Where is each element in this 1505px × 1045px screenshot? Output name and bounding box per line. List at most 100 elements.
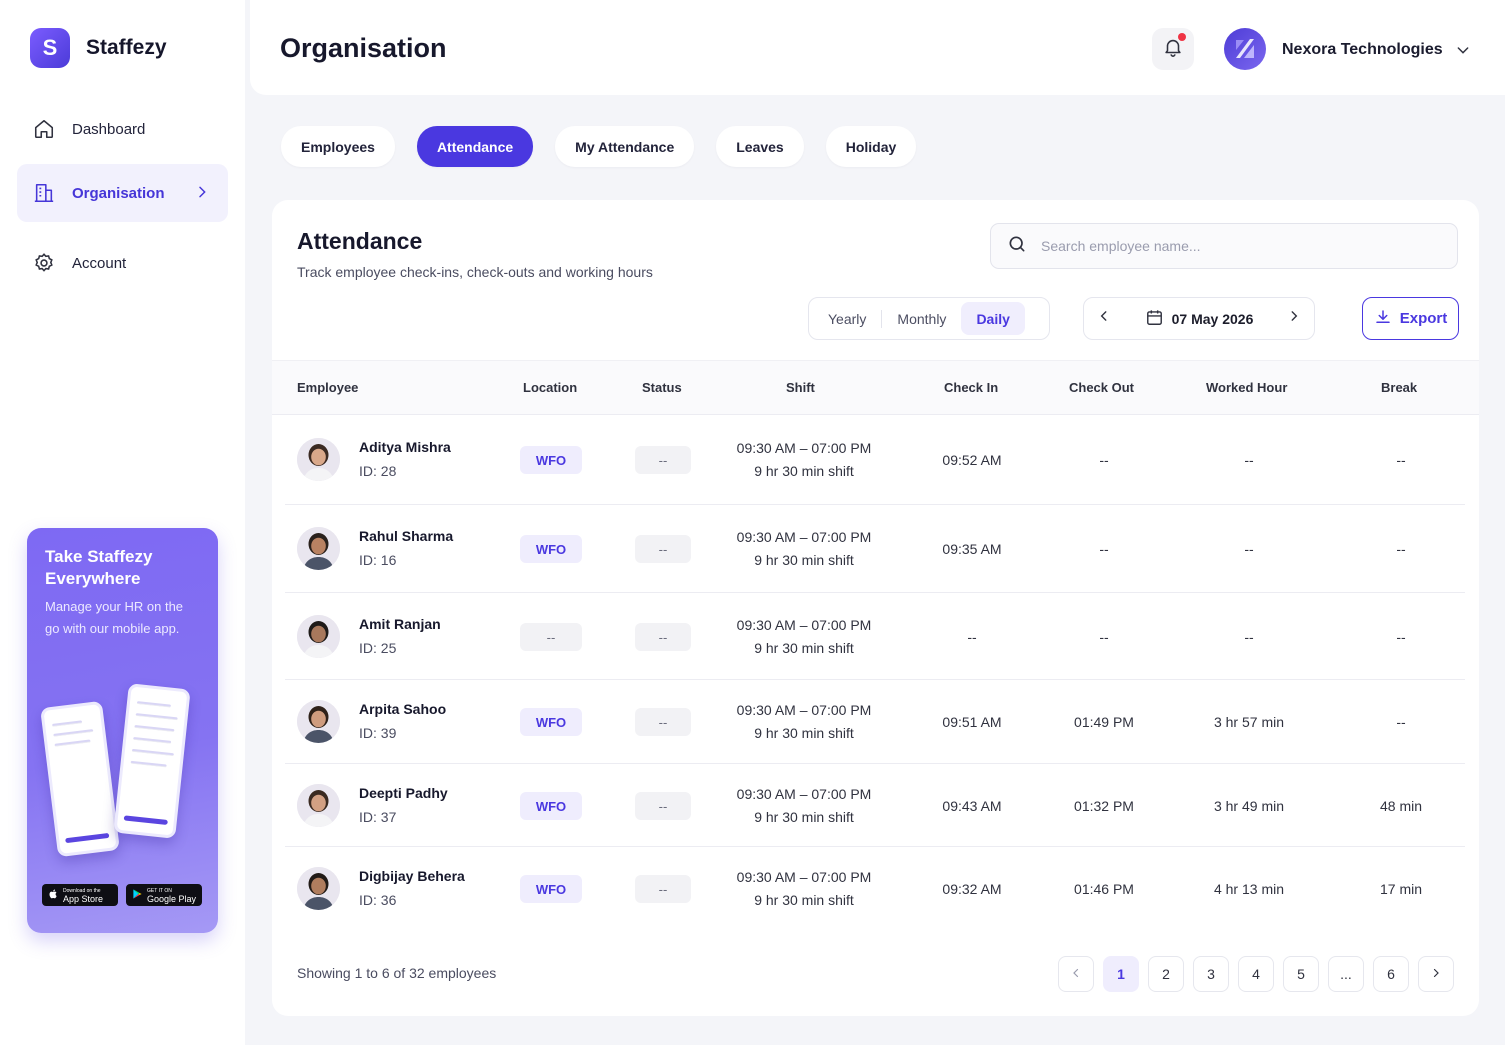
table-row[interactable]: Deepti Padhy ID: 37 WFO -- 09:30 AM – 07…	[285, 764, 1465, 847]
table-row[interactable]: Amit Ranjan ID: 25 -- -- 09:30 AM – 07:0…	[285, 593, 1465, 680]
table-header: Employee Location Status Shift Check In …	[272, 360, 1479, 415]
avatar	[297, 438, 340, 481]
export-button[interactable]: Export	[1362, 297, 1459, 340]
sidebar-item-label: Account	[72, 254, 127, 272]
shift-cell: 09:30 AM – 07:00 PM 9 hr 30 min shift	[714, 526, 894, 572]
location-badge: WFO	[520, 708, 582, 736]
search-input[interactable]	[1041, 238, 1441, 254]
shift-cell: 09:30 AM – 07:00 PM 9 hr 30 min shift	[714, 614, 894, 660]
tab-attendance[interactable]: Attendance	[416, 126, 534, 167]
download-icon	[1374, 308, 1392, 330]
employee-name[interactable]: Digbijay Behera	[359, 868, 465, 884]
shift-cell: 09:30 AM – 07:00 PM 9 hr 30 min shift	[714, 437, 894, 483]
shift-length: 9 hr 30 min shift	[754, 463, 854, 479]
table-row[interactable]: Rahul Sharma ID: 16 WFO -- 09:30 AM – 07…	[285, 505, 1465, 593]
brand-logo: S	[30, 28, 70, 68]
attendance-card: Attendance Track employee check-ins, che…	[272, 200, 1479, 1016]
phone-illustration	[113, 683, 191, 839]
building-icon	[33, 182, 55, 204]
shift-length: 9 hr 30 min shift	[754, 552, 854, 568]
export-label: Export	[1399, 310, 1448, 327]
search-box	[990, 223, 1458, 269]
tab-leaves[interactable]: Leaves	[716, 126, 804, 167]
next-date-button[interactable]	[1274, 298, 1314, 339]
column-employee[interactable]: Employee	[297, 380, 359, 395]
employee-id: ID: 16	[359, 552, 397, 568]
page-button[interactable]: 3	[1193, 956, 1229, 992]
employee-id: ID: 39	[359, 725, 397, 741]
worked-hours: 3 hr 57 min	[1213, 714, 1285, 730]
column-check-in[interactable]: Check In	[944, 380, 999, 395]
column-location[interactable]: Location	[523, 380, 578, 395]
google-play-badge[interactable]: GET IT ON Google Play	[126, 884, 202, 906]
employee-id: ID: 36	[359, 892, 397, 908]
apple-icon	[48, 888, 59, 902]
next-page-button[interactable]	[1418, 956, 1454, 992]
date-picker: 07 May 2026	[1083, 297, 1315, 340]
organisation-tabs: Employees Attendance My Attendance Leave…	[281, 126, 917, 167]
sidebar-item-organisation[interactable]: Organisation	[17, 164, 228, 222]
shift-time: 09:30 AM – 07:00 PM	[736, 529, 872, 545]
page-button[interactable]: 1	[1103, 956, 1139, 992]
sidebar-item-account[interactable]: Account	[17, 234, 228, 292]
avatar	[297, 784, 340, 827]
page-button[interactable]: 6	[1373, 956, 1409, 992]
brand[interactable]: S Staffezy	[30, 28, 167, 68]
sidebar: S Staffezy Dashboard Organisation Accoun…	[0, 0, 245, 1045]
org-avatar[interactable]	[1224, 28, 1266, 70]
shift-length: 9 hr 30 min shift	[754, 640, 854, 656]
break-duration: --	[1396, 541, 1406, 557]
table-row[interactable]: Digbijay Behera ID: 36 WFO -- 09:30 AM –…	[285, 847, 1465, 931]
employee-name[interactable]: Aditya Mishra	[359, 439, 451, 455]
location-badge: WFO	[520, 875, 582, 903]
sidebar-item-dashboard[interactable]: Dashboard	[17, 100, 228, 158]
location-badge: WFO	[520, 446, 582, 474]
google-play-icon	[132, 888, 143, 902]
notification-button[interactable]	[1152, 28, 1194, 70]
worked-hours: --	[1244, 452, 1254, 468]
column-check-out[interactable]: Check Out	[1069, 380, 1135, 395]
status-badge: --	[635, 446, 691, 474]
check-out-time: 01:32 PM	[1074, 798, 1134, 814]
app-store-badge[interactable]: Download on the App Store	[42, 884, 118, 906]
column-break[interactable]: Break	[1381, 380, 1418, 395]
employee-name[interactable]: Deepti Padhy	[359, 785, 448, 801]
employee-name[interactable]: Rahul Sharma	[359, 528, 454, 544]
table-row[interactable]: Aditya Mishra ID: 28 WFO -- 09:30 AM – 0…	[285, 415, 1465, 505]
date-display[interactable]: 07 May 2026	[1124, 308, 1274, 330]
view-yearly[interactable]: Yearly	[828, 310, 867, 327]
column-status[interactable]: Status	[642, 380, 682, 395]
tab-my-attendance[interactable]: My Attendance	[555, 126, 695, 167]
previous-date-button[interactable]	[1084, 298, 1124, 339]
chevron-down-icon[interactable]	[1455, 42, 1471, 63]
check-out-time: --	[1099, 452, 1109, 468]
avatar	[297, 527, 340, 570]
view-monthly[interactable]: Monthly	[897, 310, 947, 327]
view-toggle: Yearly Monthly Daily	[808, 297, 1050, 340]
notification-dot	[1178, 33, 1186, 41]
status-badge: --	[635, 875, 691, 903]
previous-page-button[interactable]	[1058, 956, 1094, 992]
phone-illustration	[40, 700, 120, 858]
column-shift[interactable]: Shift	[786, 380, 815, 395]
break-duration: --	[1396, 629, 1406, 645]
chevron-right-icon	[1430, 966, 1442, 982]
tab-holiday[interactable]: Holiday	[825, 126, 917, 167]
calendar-icon	[1145, 308, 1164, 330]
page-button[interactable]: 4	[1238, 956, 1274, 992]
google-play-label: Google Play	[147, 894, 197, 904]
chevron-left-icon	[1097, 309, 1111, 328]
column-worked-hour[interactable]: Worked Hour	[1206, 380, 1288, 395]
section-subtitle: Track employee check-ins, check-outs and…	[297, 264, 653, 280]
employee-name[interactable]: Amit Ranjan	[359, 616, 441, 632]
table-row[interactable]: Arpita Sahoo ID: 39 WFO -- 09:30 AM – 07…	[285, 680, 1465, 764]
check-in-time: 09:32 AM	[942, 881, 1002, 897]
org-name[interactable]: Nexora Technologies	[1282, 41, 1443, 58]
status-badge: --	[635, 708, 691, 736]
view-daily[interactable]: Daily	[961, 302, 1025, 335]
page-button[interactable]: 2	[1148, 956, 1184, 992]
tab-employees[interactable]: Employees	[281, 126, 395, 167]
employee-name[interactable]: Arpita Sahoo	[359, 701, 447, 717]
avatar	[297, 615, 340, 658]
page-button[interactable]: 5	[1283, 956, 1319, 992]
